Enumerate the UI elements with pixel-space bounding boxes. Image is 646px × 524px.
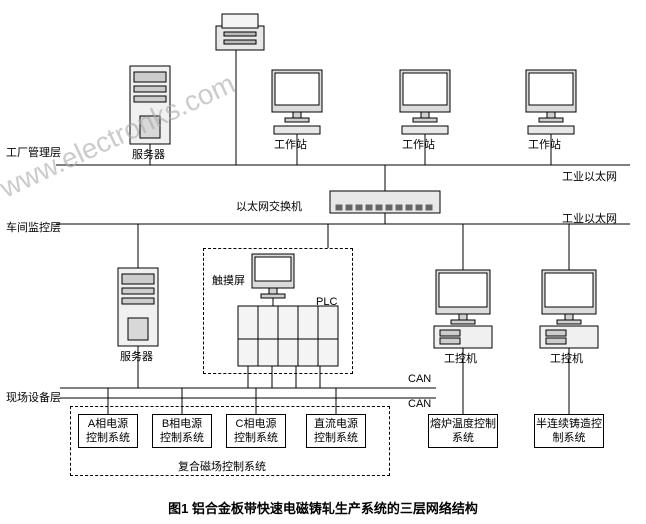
field-box: C相电源控制系统 bbox=[226, 414, 286, 448]
field-box: B相电源控制系统 bbox=[152, 414, 212, 448]
field-box: 直流电源控制系统 bbox=[306, 414, 366, 448]
field-group-label: 复合磁场控制系统 bbox=[178, 458, 266, 474]
bus-label: 工业以太网 bbox=[562, 210, 617, 226]
can-label: CAN bbox=[408, 373, 431, 385]
switch-label: 以太网交换机 bbox=[236, 198, 302, 214]
layer-label: 车间监控层 bbox=[6, 219, 61, 235]
plc-group bbox=[203, 248, 353, 374]
node-label: 工作站 bbox=[528, 136, 561, 152]
figure-caption: 图1 铝合金板带快速电磁铸轧生产系统的三层网络结构 bbox=[0, 498, 646, 517]
plc-label: PLC bbox=[316, 296, 337, 308]
node-label: 工控机 bbox=[444, 350, 477, 366]
node-label: 工作站 bbox=[274, 136, 307, 152]
node-label: 工控机 bbox=[550, 350, 583, 366]
bus-label: 工业以太网 bbox=[562, 168, 617, 184]
watermark: www.electronks.com bbox=[0, 68, 240, 205]
layer-label: 工厂管理层 bbox=[6, 144, 61, 160]
subsystem-box: 半连续铸造控制系统 bbox=[534, 414, 604, 448]
can-label: CAN bbox=[408, 398, 431, 410]
node-label: 服务器 bbox=[132, 146, 165, 162]
field-box: A相电源控制系统 bbox=[78, 414, 138, 448]
node-label: 工作站 bbox=[402, 136, 435, 152]
subsystem-box: 熔炉温度控制系统 bbox=[428, 414, 498, 448]
node-label: 服务器 bbox=[120, 348, 153, 364]
layer-label: 现场设备层 bbox=[6, 389, 61, 405]
touchscreen-label: 触摸屏 bbox=[212, 272, 245, 288]
